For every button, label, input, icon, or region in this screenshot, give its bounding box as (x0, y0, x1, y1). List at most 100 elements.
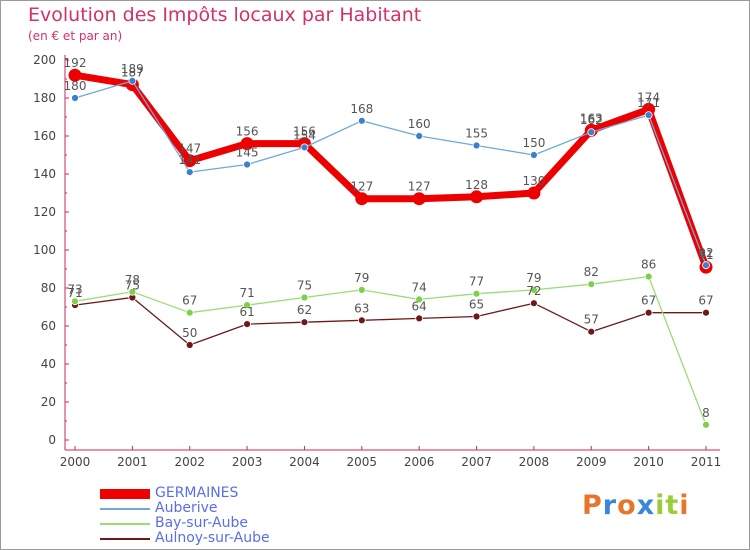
data-point-bay-sur-aube (243, 301, 251, 310)
data-label-bay-sur-aube: 71 (239, 286, 254, 300)
data-label-germaines: 147 (178, 142, 201, 156)
data-label-germaines: 174 (637, 90, 660, 104)
series-line-aulnoy-sur-aube (74, 296, 706, 346)
data-label-bay-sur-aube: 78 (125, 273, 140, 287)
chart-subtitle: (en € et par an) (28, 29, 123, 43)
logo-letter: r (602, 490, 618, 521)
legend-item-auberive[interactable]: Auberive (100, 500, 360, 516)
data-label-aulnoy-sur-aube: 67 (698, 294, 713, 308)
data-label-aulnoy-sur-aube: 64 (412, 299, 427, 313)
series-line-auberive (74, 80, 707, 266)
data-label-aulnoy-sur-aube: 57 (584, 313, 599, 327)
data-point-bay-sur-aube (587, 280, 596, 289)
data-point-bay-sur-aube (702, 420, 710, 429)
series-line-bay-sur-aube (74, 275, 707, 426)
logo-letter: x (636, 490, 656, 521)
logo-letter: i (655, 490, 666, 521)
data-point-aulnoy-sur-aube (530, 299, 538, 308)
data-label-germaines: 130 (522, 174, 545, 188)
legend-label-aulnoy-sur-aube: Aulnoy-sur-Aube (155, 530, 270, 546)
data-point-bay-sur-aube (300, 293, 309, 302)
data-point-aulnoy-sur-aube (702, 308, 710, 317)
axes: 0 20 40 60 80 100 120 140 160 180 200 2000 2001 2002 2… (33, 53, 721, 469)
data-label-germaines: 128 (465, 178, 488, 192)
data-point-germaines (240, 137, 254, 151)
data-label-auberive: 171 (637, 96, 660, 110)
y-tick-label: 20 (41, 395, 56, 409)
y-tick-label: 140 (33, 167, 56, 181)
data-point-auberive (644, 111, 653, 119)
data-point-aulnoy-sur-aube (587, 327, 596, 336)
data-label-bay-sur-aube: 75 (297, 279, 312, 293)
x-tick-label: 2009 (576, 455, 607, 469)
data-point-bay-sur-aube (71, 297, 79, 306)
data-point-bay-sur-aube (472, 289, 481, 298)
legend-swatch-bay-sur-aube (100, 523, 150, 525)
data-label-aulnoy-sur-aube: 50 (182, 326, 197, 340)
data-label-germaines: 156 (293, 125, 316, 139)
y-tick-label: 0 (48, 433, 56, 447)
legend-item-germaines[interactable]: GERMAINES (100, 485, 360, 501)
data-point-germaines (527, 186, 541, 200)
data-point-germaines (412, 192, 426, 206)
series-line-germaines (74, 71, 710, 269)
data-point-auberive (472, 141, 481, 150)
data-point-aulnoy-sur-aube (185, 341, 194, 349)
logo-letter: i (679, 490, 690, 521)
legend-swatch-auberive (100, 508, 150, 510)
data-point-auberive (415, 132, 424, 140)
proxiti-logo: Proxiti (582, 490, 690, 521)
logo-letter: t (665, 490, 680, 521)
data-label-bay-sur-aube: 73 (67, 282, 82, 296)
data-label-bay-sur-aube: 86 (641, 258, 656, 272)
data-label-aulnoy-sur-aube: 61 (239, 305, 254, 319)
data-label-aulnoy-sur-aube: 71 (67, 286, 82, 300)
data-label-auberive: 168 (350, 102, 373, 116)
data-label-germaines: 127 (408, 180, 431, 194)
data-label-auberive: 189 (121, 62, 144, 76)
data-label-germaines: 127 (350, 180, 373, 194)
y-tick-label: 200 (33, 53, 56, 67)
x-tick-label: 2011 (691, 455, 722, 469)
data-label-bay-sur-aube: 8 (702, 406, 710, 420)
data-point-bay-sur-aube (644, 272, 653, 281)
data-label-auberive: 141 (178, 153, 201, 167)
data-point-auberive (587, 128, 596, 137)
data-point-auberive (530, 151, 538, 159)
data-point-auberive (702, 261, 710, 270)
data-point-bay-sur-aube (530, 285, 538, 294)
data-point-auberive (300, 143, 309, 152)
x-tick-label: 2007 (461, 455, 492, 469)
data-point-germaines (68, 68, 82, 82)
data-point-aulnoy-sur-aube (415, 314, 424, 323)
legend-label-auberive: Auberive (155, 500, 218, 516)
legend-label-germaines: GERMAINES (155, 485, 239, 501)
data-label-bay-sur-aube: 79 (526, 271, 541, 285)
data-point-aulnoy-sur-aube (472, 312, 481, 321)
data-point-aulnoy-sur-aube (243, 320, 251, 329)
y-tick-label: 100 (33, 243, 56, 257)
data-label-aulnoy-sur-aube: 75 (125, 279, 140, 293)
data-label-bay-sur-aube: 67 (182, 294, 197, 308)
data-label-germaines: 187 (121, 66, 144, 80)
data-point-germaines (642, 102, 656, 116)
y-tick-label: 40 (41, 357, 56, 371)
data-label-aulnoy-sur-aube: 65 (469, 298, 484, 312)
data-label-auberive: 145 (236, 146, 259, 160)
data-label-auberive: 162 (580, 113, 603, 127)
data-label-bay-sur-aube: 79 (354, 271, 369, 285)
data-point-germaines (355, 192, 369, 206)
legend-item-bay-sur-aube[interactable]: Bay-sur-Aube (100, 515, 360, 531)
data-point-auberive (185, 168, 194, 177)
data-label-bay-sur-aube: 82 (584, 265, 599, 279)
data-labels: 192 187 147 156 156 127 127 128 130 163 174 91 180 18… (64, 56, 714, 420)
data-point-bay-sur-aube (185, 308, 194, 317)
legend-item-aulnoy-sur-aube[interactable]: Aulnoy-sur-Aube (100, 530, 360, 546)
data-point-auberive (71, 94, 79, 102)
data-point-germaines (183, 154, 197, 168)
data-point-aulnoy-sur-aube (357, 316, 366, 325)
x-tick-label: 2003 (232, 455, 263, 469)
data-point-bay-sur-aube (415, 295, 424, 304)
x-tick-label: 2008 (519, 455, 550, 469)
x-tick-label: 2004 (289, 455, 320, 469)
